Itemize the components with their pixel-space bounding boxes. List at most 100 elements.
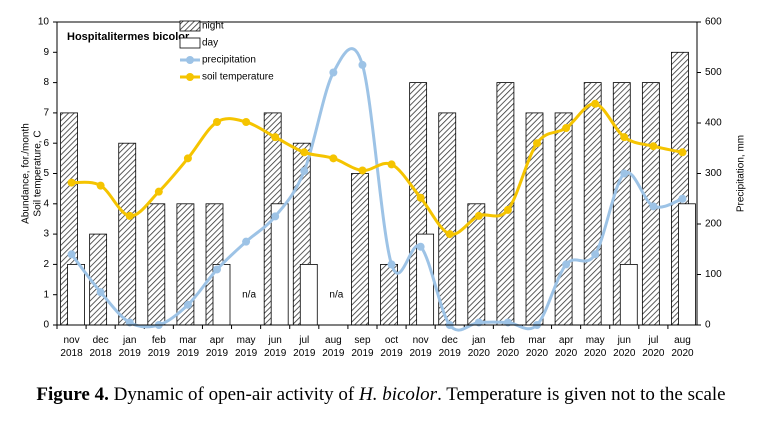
- y2-tick-label: 400: [705, 118, 722, 129]
- point: [620, 133, 629, 142]
- y2-tick-label: 600: [705, 17, 722, 28]
- x-tick-label: jul 2020: [642, 335, 665, 359]
- x-tick-label: jan 2020: [467, 335, 490, 359]
- point: [649, 142, 658, 151]
- legend-label: soil temperature: [202, 72, 274, 83]
- x-tick-label: may 2020: [584, 335, 607, 359]
- x-tick-label: mar 2020: [525, 335, 549, 359]
- point: [562, 124, 571, 133]
- x-tick-label: jun 2020: [613, 335, 636, 359]
- x-tick-label: aug 2020: [671, 335, 694, 359]
- bar: [554, 112, 573, 326]
- bar: [438, 112, 457, 326]
- y-axis-label: Abundance, for./month: [21, 123, 32, 224]
- point: [649, 202, 658, 211]
- bar: [212, 263, 231, 326]
- y2-tick-label: 500: [705, 67, 722, 78]
- chart-title: Hospitalitermes bicolor: [67, 31, 190, 43]
- y2-tick-label: 0: [705, 320, 711, 331]
- point: [387, 260, 396, 269]
- point: [445, 230, 454, 239]
- point: [358, 166, 367, 175]
- legend-swatch: [186, 56, 194, 64]
- x-tick-label: dec 2018: [89, 335, 112, 359]
- x-tick-label: apr 2020: [554, 335, 578, 359]
- x-tick-label: feb 2020: [496, 335, 520, 359]
- point: [242, 117, 251, 126]
- legend-label: day: [202, 38, 218, 49]
- point: [329, 68, 338, 77]
- bar: [147, 203, 166, 326]
- x-tick-label: jul 2019: [293, 335, 316, 359]
- bar: [67, 263, 85, 326]
- point: [503, 205, 512, 214]
- point: [591, 250, 600, 259]
- caption-species: H. bicolor: [358, 384, 438, 405]
- x-tick-label: dec 2019: [438, 335, 461, 359]
- x-tick-label: apr 2019: [205, 335, 229, 359]
- y-tick-label: 8: [43, 77, 49, 88]
- y2-tick-label: 200: [705, 219, 722, 230]
- y-tick-label: 10: [38, 17, 50, 28]
- y-axis-label: Soil temperature, C: [33, 130, 44, 216]
- point: [416, 242, 425, 251]
- x-tick-label: feb 2019: [147, 335, 170, 359]
- bar: [270, 203, 289, 326]
- point: [474, 318, 483, 327]
- legend-swatch: [179, 20, 201, 32]
- point: [183, 300, 192, 309]
- y-tick-label: 0: [43, 320, 49, 331]
- point: [562, 260, 571, 269]
- point: [591, 99, 600, 108]
- y-tick-label: 2: [43, 259, 49, 270]
- y2-axis-label: Precipitation, mm: [736, 135, 747, 212]
- x-tick-label: nov 2018: [60, 335, 83, 359]
- legend-swatch: [186, 73, 194, 81]
- y-tick-label: 4: [43, 198, 49, 209]
- bar: [583, 82, 602, 326]
- point: [300, 148, 309, 157]
- point: [125, 318, 134, 327]
- point: [125, 211, 134, 220]
- value-label: n/a: [329, 289, 343, 300]
- y2-tick-label: 100: [705, 269, 722, 280]
- x-tick-label: aug 2019: [322, 335, 345, 359]
- point: [183, 154, 192, 163]
- legend-label: night: [202, 21, 224, 32]
- point: [154, 187, 163, 196]
- bar: [118, 142, 137, 326]
- bar: [619, 263, 638, 326]
- chart: Hospitalitermes bicolor 0123456789100100…: [21, 17, 747, 332]
- point: [271, 212, 280, 221]
- y-tick-label: 6: [43, 138, 49, 149]
- caption: Figure 4. Dynamic of open-air activity o…: [0, 383, 762, 406]
- point: [678, 148, 687, 157]
- point: [620, 169, 629, 178]
- x-tick-label: sep 2019: [351, 335, 374, 359]
- point: [474, 211, 483, 220]
- caption-label: Figure 4.: [36, 384, 109, 405]
- y-tick-label: 9: [43, 47, 49, 58]
- caption-rest: . Temperature is given not to the scale: [437, 384, 726, 405]
- plot-frame: [56, 21, 698, 326]
- x-tick-label: may 2019: [234, 335, 258, 359]
- y-tick-label: 7: [43, 108, 49, 119]
- point: [387, 160, 396, 169]
- point: [213, 265, 221, 274]
- x-tick-label: jun 2019: [264, 335, 287, 359]
- point: [329, 154, 338, 163]
- y-tick-label: 1: [43, 289, 49, 300]
- x-tick-label: mar 2019: [176, 335, 200, 359]
- point: [242, 237, 251, 246]
- y-tick-label: 3: [43, 229, 49, 240]
- y-tick-label: 5: [43, 168, 49, 179]
- y2-tick-label: 300: [705, 168, 722, 179]
- x-tick-label: nov 2019: [409, 335, 432, 359]
- point: [358, 60, 367, 69]
- point: [678, 194, 687, 203]
- point: [416, 193, 425, 202]
- x-tick-label: jan 2019: [118, 335, 141, 359]
- legend-label: precipitation: [202, 55, 256, 66]
- bar: [299, 263, 318, 326]
